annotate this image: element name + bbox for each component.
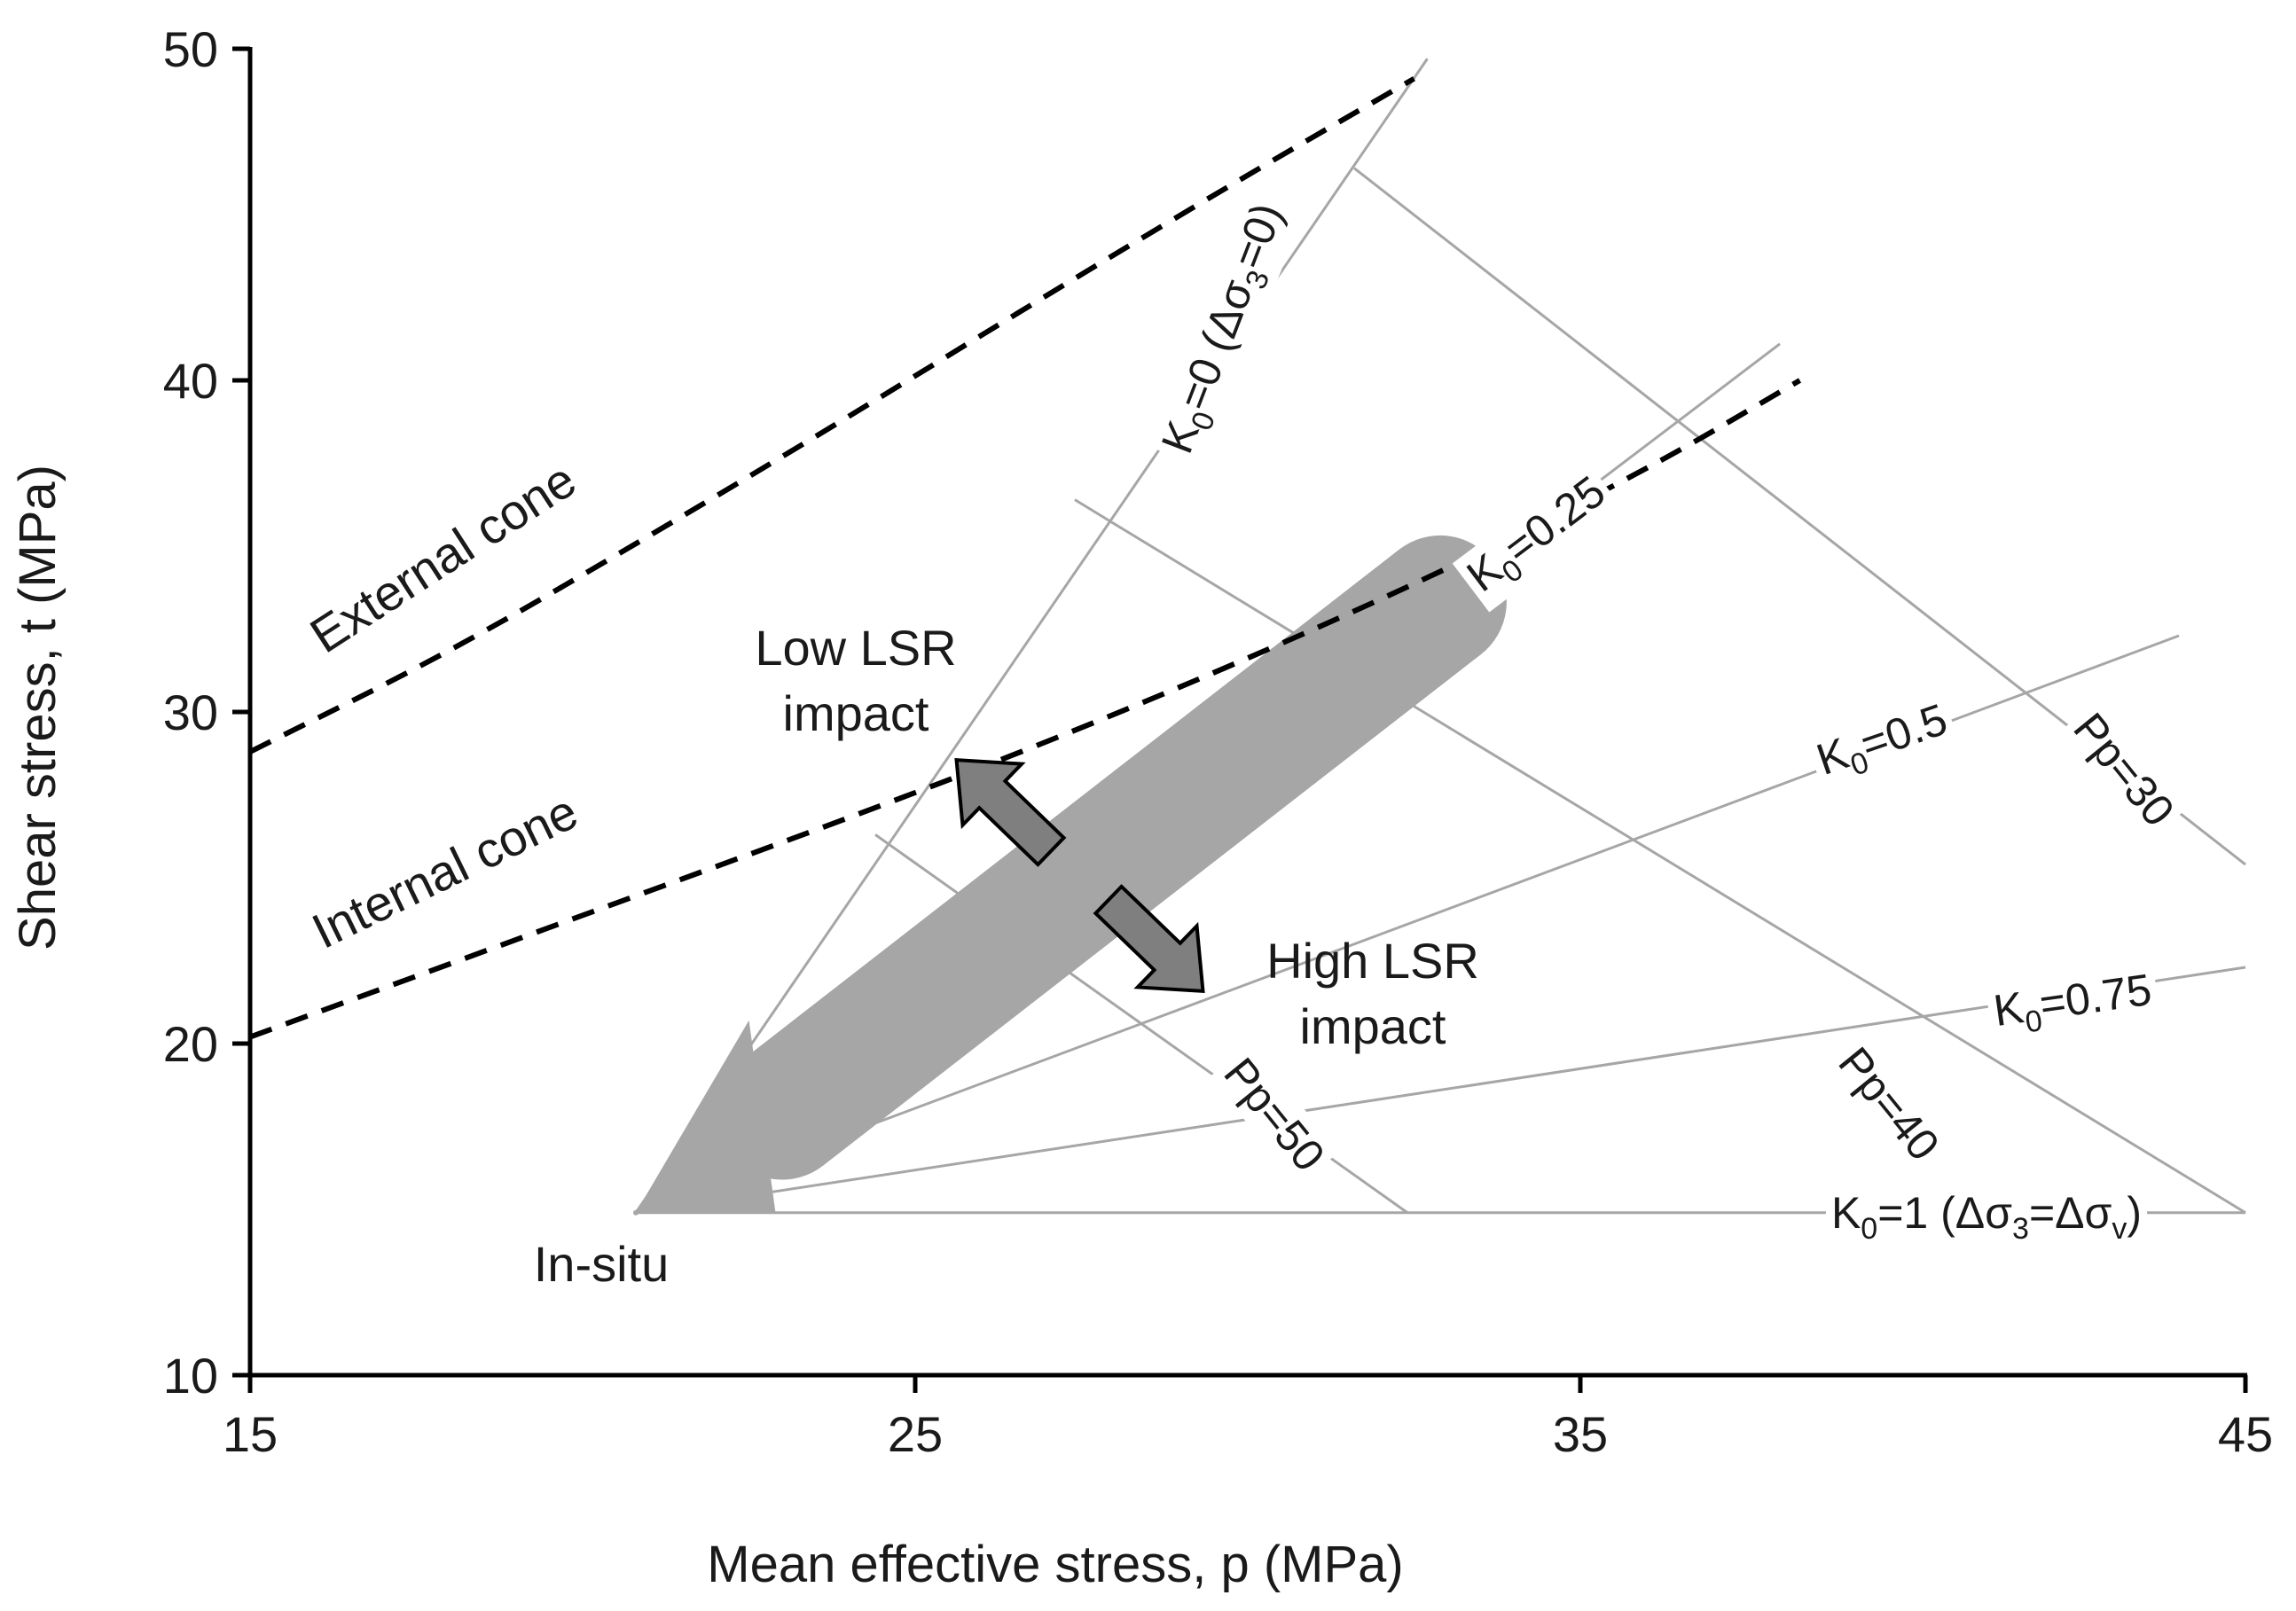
x-tick-label: 45 [2218,1406,2273,1462]
label-pp-50: Pp=50 [1209,1043,1340,1186]
high-lsr-arrow [1093,884,1205,993]
label-k0-0-backing [1148,191,1304,469]
label-k0-1-text: K0=1 (Δσ3=Δσv) [1831,1188,2142,1246]
stress-path-k0-0-75 [635,966,2246,1215]
y-tick-label: 20 [163,1016,218,1072]
lsr-arrows-group [954,758,1205,993]
external-cone-curve [248,76,1416,755]
low-lsr-label-line2: impact [783,685,929,741]
low-lsr-arrow [954,758,1067,867]
label-k0-0.5-text: K0=0.5 [1810,694,1955,793]
x-tick-label: 35 [1553,1406,1608,1462]
external-cone-label: External cone [301,451,586,663]
label-pp-30: Pp=30 [2058,698,2190,841]
y-tick-label: 50 [163,21,218,77]
internal-cone-label: Internal cone [303,783,586,959]
label-k0-0.25-backing [1452,461,1625,613]
x-axis-title: Mean effective stress, p (MPa) [707,1536,1403,1593]
label-pp-40: Pp=40 [1823,1032,1955,1176]
axes-group [232,46,2248,1393]
label-k0-0.75: K0=0.75 [1985,962,2161,1046]
label-k0-0-text: K0=0 (Δσ3=0) [1152,196,1300,462]
y-axis-title: Shear stress, t (MPa) [9,465,67,950]
y-tick-label: 40 [163,353,218,409]
band-stroke [716,535,1507,1180]
high-lsr-label-line1: High LSR [1266,933,1479,989]
in-situ-point [633,1209,639,1216]
y-tick-label: 10 [163,1348,218,1404]
label-pp-30-text: Pp=30 [2064,704,2183,836]
pore-pressure-line-pp-40 [1074,498,2246,1215]
stress-path-band [636,535,1507,1213]
label-pp-50-backing [1209,1043,1340,1186]
stress-path-k0-0-25 [635,342,1781,1214]
label-k0-1-backing [1825,1186,2148,1247]
label-pp-40-text: Pp=40 [1829,1038,1948,1170]
x-tick-label: 25 [888,1406,943,1462]
stress-path-k0-0 [634,58,1429,1214]
label-k0-0.5-backing [1805,691,1962,796]
high-lsr-label-line2: impact [1300,998,1446,1054]
low-lsr-arrow-shape [954,758,1067,867]
y-tick-label: 30 [163,684,218,740]
label-k0-1: K0=1 (Δσ3=Δσv) [1825,1186,2148,1247]
low-lsr-label-line1: Low LSR [755,620,956,676]
label-k0-0.5: K0=0.5 [1805,691,1962,796]
label-k0-0.75-backing [1985,962,2161,1046]
label-pp-30-backing [2058,698,2190,841]
label-k0-0.25: K0=0.25 [1452,461,1625,613]
in-situ-label: In-situ [534,1236,670,1292]
label-pp-50-text: Pp=50 [1214,1049,1334,1181]
label-pp-40-backing [1823,1032,1955,1176]
high-lsr-arrow-shape [1093,884,1205,993]
label-k0-0.25-text: K0=0.25 [1458,466,1619,608]
label-k0-0: K0=0 (Δσ3=0) [1148,191,1304,469]
x-tick-label: 15 [223,1406,278,1462]
